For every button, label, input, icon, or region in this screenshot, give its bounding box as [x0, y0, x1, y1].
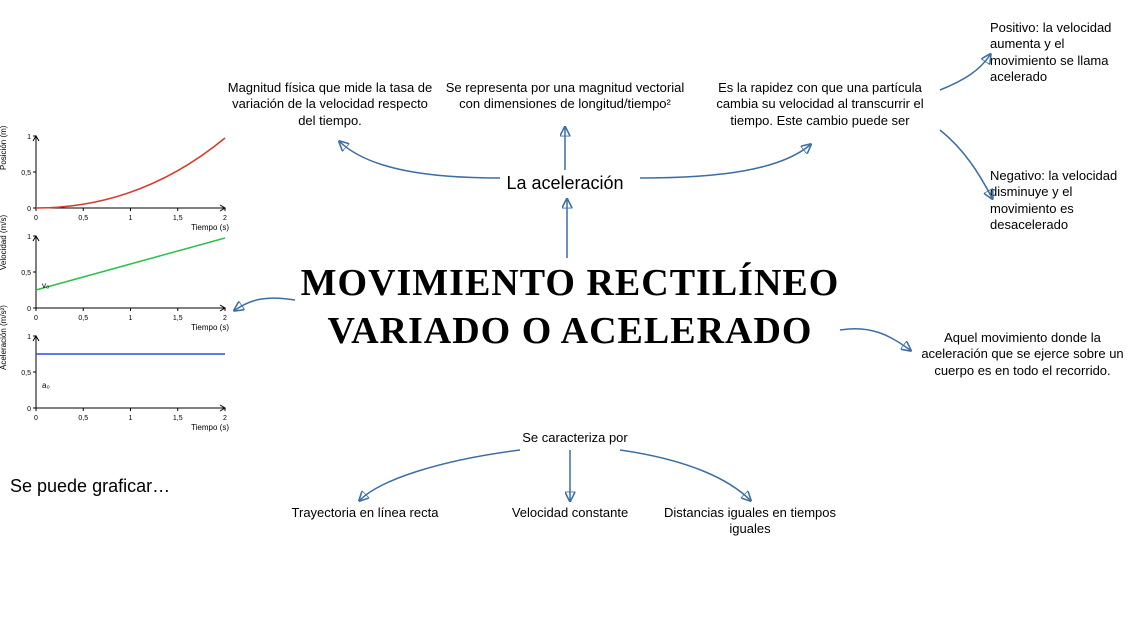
- accel-header: La aceleración: [460, 172, 670, 195]
- svg-text:0,5: 0,5: [78, 315, 88, 322]
- svg-text:2: 2: [223, 315, 227, 322]
- def-rapidez: Es la rapidez con que una partícula camb…: [700, 80, 940, 129]
- char-header: Se caracteriza por: [495, 430, 655, 446]
- svg-text:0,5: 0,5: [21, 170, 31, 177]
- svg-text:0: 0: [27, 206, 31, 213]
- main-title: MOVIMIENTO RECTILÍNEO VARIADO O ACELERAD…: [300, 260, 840, 355]
- char-velocity: Velocidad constante: [500, 505, 640, 521]
- char-distance: Distancias iguales en tiempos iguales: [660, 505, 840, 538]
- svg-text:0: 0: [34, 215, 38, 222]
- case-negative: Negativo: la velocidad disminuye y el mo…: [990, 168, 1130, 233]
- graph-label: Se puede graficar…: [10, 475, 240, 498]
- svg-text:1: 1: [27, 334, 31, 341]
- svg-text:1: 1: [129, 415, 133, 422]
- svg-text:1: 1: [129, 215, 133, 222]
- svg-text:1: 1: [27, 134, 31, 141]
- svg-text:0,5: 0,5: [21, 370, 31, 377]
- svg-text:0: 0: [27, 406, 31, 413]
- def-vectorial: Se representa por una magnitud vectorial…: [445, 80, 685, 113]
- svg-text:1: 1: [27, 234, 31, 241]
- svg-text:1,5: 1,5: [173, 415, 183, 422]
- def-magnitude: Magnitud física que mide la tasa de vari…: [225, 80, 435, 129]
- svg-text:v₀: v₀: [42, 281, 49, 290]
- svg-text:a₀: a₀: [42, 381, 50, 390]
- svg-text:0: 0: [34, 415, 38, 422]
- svg-text:1,5: 1,5: [173, 315, 183, 322]
- svg-text:2: 2: [223, 215, 227, 222]
- svg-text:0,5: 0,5: [78, 415, 88, 422]
- svg-text:2: 2: [223, 415, 227, 422]
- def-right: Aquel movimiento donde la aceleración qu…: [915, 330, 1130, 379]
- svg-text:1,5: 1,5: [173, 215, 183, 222]
- mini-charts: 00,511,5200,51 Posición (m) Tiempo (s) 0…: [8, 130, 233, 430]
- svg-text:0,5: 0,5: [78, 215, 88, 222]
- svg-text:0: 0: [34, 315, 38, 322]
- svg-text:1: 1: [129, 315, 133, 322]
- svg-text:0,5: 0,5: [21, 270, 31, 277]
- char-trajectory: Trayectoria en línea recta: [280, 505, 450, 521]
- case-positive: Positivo: la velocidad aumenta y el movi…: [990, 20, 1130, 85]
- svg-text:0: 0: [27, 306, 31, 313]
